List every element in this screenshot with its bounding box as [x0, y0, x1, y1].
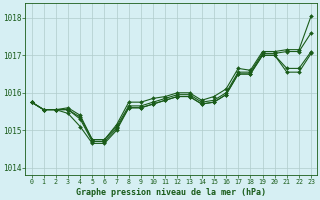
X-axis label: Graphe pression niveau de la mer (hPa): Graphe pression niveau de la mer (hPa) — [76, 188, 266, 197]
